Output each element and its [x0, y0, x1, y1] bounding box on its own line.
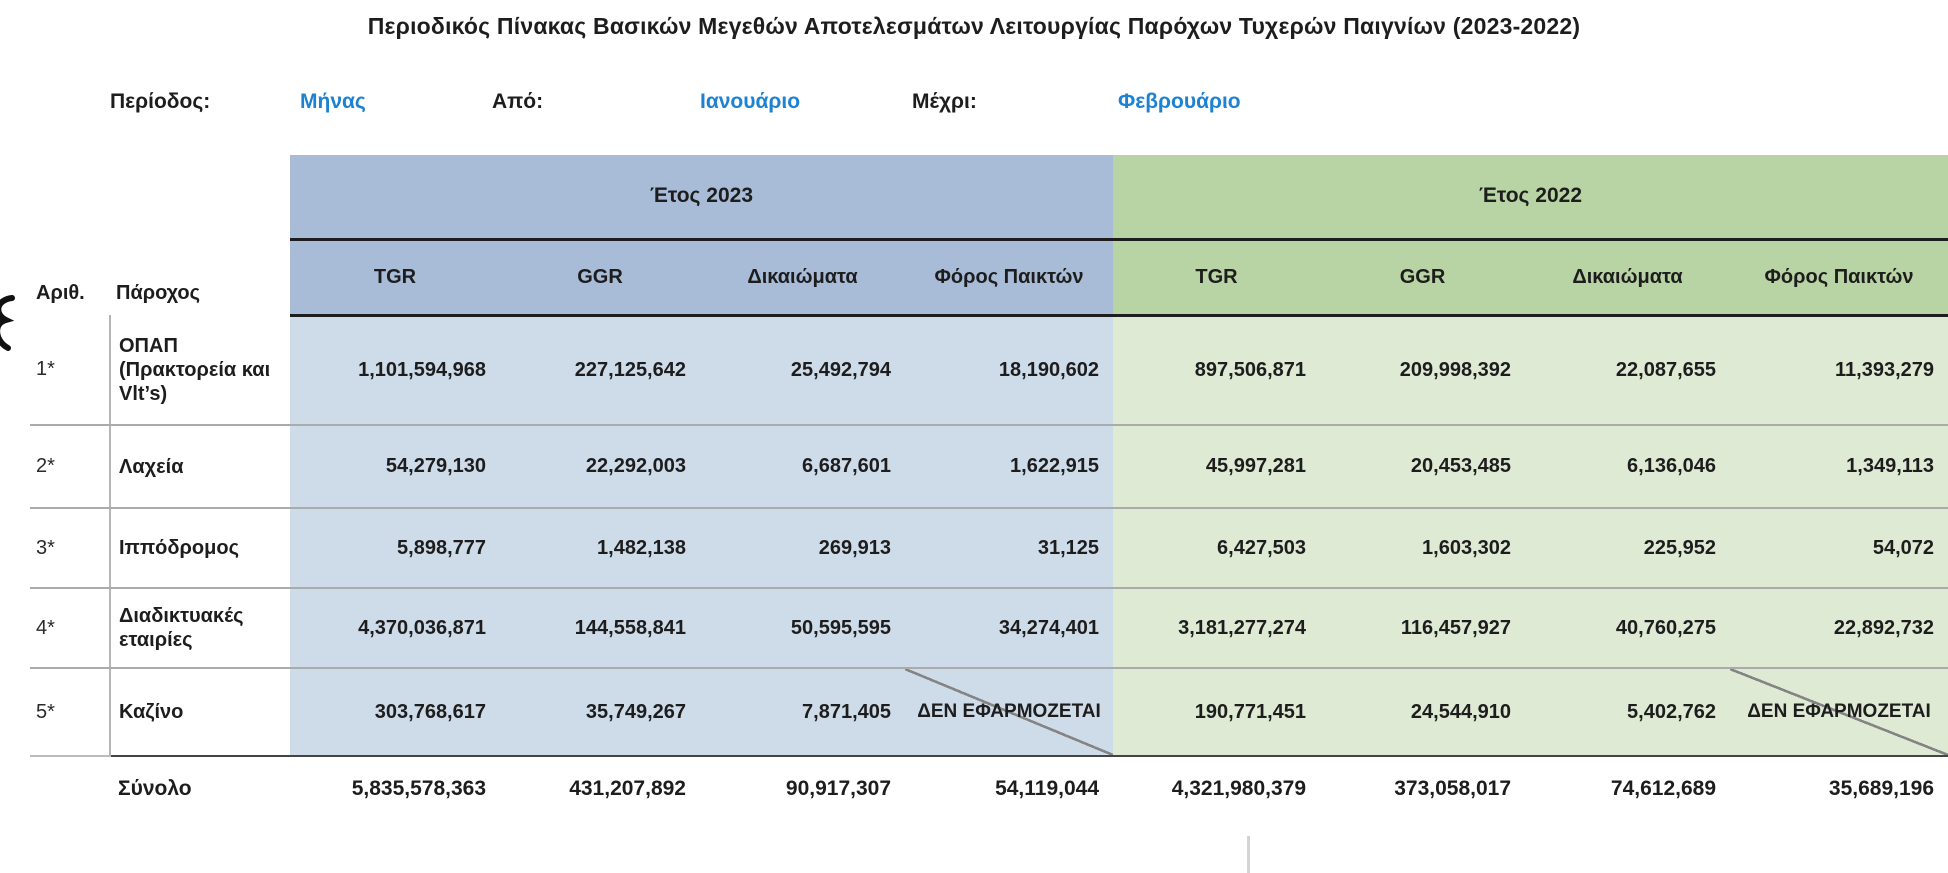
from-label: Από: — [492, 90, 544, 113]
table-row-lotteries: 2* Λαχεία 54,279,130 22,292,003 6,687,60… — [30, 425, 1948, 509]
period-label: Περίοδος: — [110, 90, 211, 113]
value-cell: 11,393,279 — [1730, 315, 1948, 426]
results-table: Έτος 2023 Έτος 2022 Αριθ. Πάροχος TGR GG… — [30, 155, 1948, 820]
total-value-cell: 4,321,980,379 — [1113, 756, 1321, 820]
value-cell: 1,622,915 — [905, 425, 1114, 509]
value-cell: 31,125 — [905, 508, 1114, 589]
col-header-ggr-2022: GGR — [1320, 239, 1526, 317]
provider-name: ΟΠΑΠ (Πρακτορεία και Vlt’s) — [110, 315, 290, 426]
total-value-cell: 54,119,044 — [905, 756, 1114, 820]
value-cell: 1,482,138 — [500, 508, 700, 589]
to-month-select[interactable]: Φεβρουάριο — [1118, 90, 1241, 113]
total-value-cell: 90,917,307 — [700, 756, 905, 820]
edge-artifact-mark — [0, 295, 15, 351]
value-cell: 190,771,451 — [1113, 668, 1321, 757]
period-filter-bar: Περίοδος: Μήνας Από: Ιανουάριο Μέχρι: Φε… — [0, 90, 1948, 120]
page-title: Περιοδικός Πίνακας Βασικών Μεγεθών Αποτε… — [367, 13, 1581, 39]
value-cell: 897,506,871 — [1113, 315, 1321, 426]
row-num: 1* — [30, 315, 111, 426]
value-cell: 6,136,046 — [1525, 425, 1731, 509]
totals-row: Σύνολο 5,835,578,363 431,207,892 90,917,… — [30, 756, 1948, 820]
totals-label: Σύνολο — [110, 756, 290, 820]
value-cell: 6,427,503 — [1113, 508, 1321, 589]
value-cell: 54,072 — [1730, 508, 1948, 589]
provider-name: Διαδικτυακές εταιρίες — [110, 588, 290, 669]
total-value-cell: 373,058,017 — [1320, 756, 1526, 820]
not-applicable-cell: ΔΕΝ ΕΦΑΡΜΟΖΕΤΑΙ — [905, 668, 1114, 757]
col-header-tgr-2022: TGR — [1113, 239, 1321, 317]
col-header-tgr-2023: TGR — [290, 239, 500, 317]
value-cell: 116,457,927 — [1320, 588, 1526, 669]
value-cell: 22,292,003 — [500, 425, 700, 509]
col-header-rights-2022: Δικαιώματα — [1525, 239, 1731, 317]
value-cell: 50,595,595 — [700, 588, 905, 669]
value-cell: 225,952 — [1525, 508, 1731, 589]
col-header-num: Αριθ. — [30, 239, 110, 315]
value-cell: 22,892,732 — [1730, 588, 1948, 669]
table-row-online: 4* Διαδικτυακές εταιρίες 4,370,036,871 1… — [30, 588, 1948, 669]
col-header-ggr-2023: GGR — [500, 239, 700, 317]
row-num: 5* — [30, 668, 111, 757]
value-cell: 5,402,762 — [1525, 668, 1731, 757]
from-month-select[interactable]: Ιανουάριο — [700, 90, 801, 113]
value-cell: 4,370,036,871 — [290, 588, 500, 669]
value-cell: 6,687,601 — [700, 425, 905, 509]
value-cell: 3,181,277,274 — [1113, 588, 1321, 669]
value-cell: 18,190,602 — [905, 315, 1114, 426]
provider-name: Λαχεία — [110, 425, 290, 509]
value-cell: 7,871,405 — [700, 668, 905, 757]
provider-name: Ιππόδρομος — [110, 508, 290, 589]
value-cell: 227,125,642 — [500, 315, 700, 426]
year-group-row: Έτος 2023 Έτος 2022 — [30, 155, 1948, 241]
value-cell: 24,544,910 — [1320, 668, 1526, 757]
row-num: 3* — [30, 508, 111, 589]
value-cell: 1,349,113 — [1730, 425, 1948, 509]
year-2022-header: Έτος 2022 — [1113, 155, 1948, 241]
row-num: 4* — [30, 588, 111, 669]
value-cell: 5,898,777 — [290, 508, 500, 589]
table-row-opap: 1* ΟΠΑΠ (Πρακτορεία και Vlt’s) 1,101,594… — [30, 315, 1948, 426]
value-cell: 303,768,617 — [290, 668, 500, 757]
col-header-rights-2023: Δικαιώματα — [700, 239, 905, 317]
to-label: Μέχρι: — [912, 90, 977, 113]
value-cell: 35,749,267 — [500, 668, 700, 757]
not-applicable-cell: ΔΕΝ ΕΦΑΡΜΟΖΕΤΑΙ — [1730, 668, 1948, 757]
value-cell: 40,760,275 — [1525, 588, 1731, 669]
total-value-cell: 74,612,689 — [1525, 756, 1731, 820]
value-cell: 144,558,841 — [500, 588, 700, 669]
year-2023-header: Έτος 2023 — [290, 155, 1114, 241]
col-header-provider: Πάροχος — [110, 239, 290, 315]
table-row-casino: 5* Καζίνο 303,768,617 35,749,267 7,871,4… — [30, 668, 1948, 757]
totals-spacer — [30, 756, 110, 820]
value-cell: 269,913 — [700, 508, 905, 589]
value-cell: 20,453,485 — [1320, 425, 1526, 509]
period-select[interactable]: Μήνας — [300, 90, 366, 113]
total-value-cell: 5,835,578,363 — [290, 756, 500, 820]
col-header-playertax-2022: Φόρος Παικτών — [1730, 239, 1948, 317]
value-cell: 25,492,794 — [700, 315, 905, 426]
total-value-cell: 431,207,892 — [500, 756, 700, 820]
total-value-cell: 35,689,196 — [1730, 756, 1948, 820]
value-cell: 1,101,594,968 — [290, 315, 500, 426]
bottom-divider-line — [1247, 836, 1250, 873]
value-cell: 45,997,281 — [1113, 425, 1321, 509]
value-cell: 34,274,401 — [905, 588, 1114, 669]
value-cell: 54,279,130 — [290, 425, 500, 509]
provider-name: Καζίνο — [110, 668, 290, 757]
value-cell: 209,998,392 — [1320, 315, 1526, 426]
column-header-row: Αριθ. Πάροχος TGR GGR Δικαιώματα Φόρος Π… — [30, 239, 1948, 317]
table-row-horserace: 3* Ιππόδρομος 5,898,777 1,482,138 269,91… — [30, 508, 1948, 589]
value-cell: 1,603,302 — [1320, 508, 1526, 589]
row-num: 2* — [30, 425, 111, 509]
col-header-playertax-2023: Φόρος Παικτών — [905, 239, 1114, 317]
value-cell: 22,087,655 — [1525, 315, 1731, 426]
